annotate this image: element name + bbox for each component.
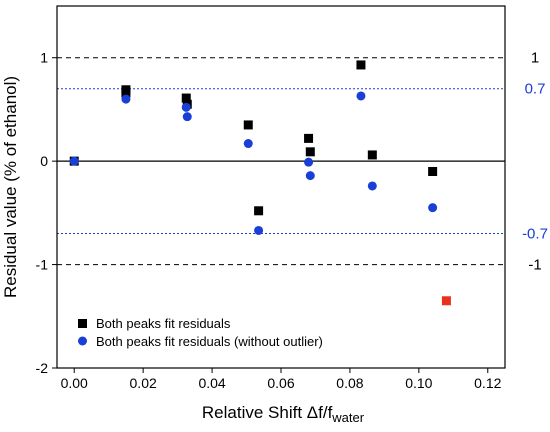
data-point-square — [441, 296, 451, 306]
reference-label-1: 1 — [531, 50, 539, 67]
data-point-square — [428, 166, 438, 176]
x-tick-label: 0.06 — [267, 375, 294, 391]
y-axis-title: Residual value (% of ethanol) — [1, 76, 20, 298]
y-axis-ticks: -2 -1 0 1 — [36, 50, 57, 376]
data-point-circle — [243, 139, 253, 149]
y-tick-label: 1 — [40, 50, 48, 66]
data-point-circle — [304, 157, 314, 167]
reference-label-2: -1 — [528, 257, 541, 274]
data-point-circle — [305, 171, 315, 181]
data-point-square — [243, 120, 253, 130]
x-axis-title-subscript: water — [331, 410, 364, 425]
x-axis-title-main: Relative Shift Δf/f — [202, 403, 333, 422]
data-point-square — [356, 60, 366, 70]
data-point-square — [305, 147, 315, 157]
legend-marker-square — [78, 319, 87, 328]
data-point-circle — [254, 225, 264, 235]
legend-label-without-outlier: Both peaks fit residuals (without outlie… — [96, 334, 323, 349]
reference-label-3: 0.7 — [525, 81, 546, 98]
data-point-circle — [182, 112, 192, 122]
x-tick-label: 0.10 — [405, 375, 432, 391]
data-point-circle — [428, 203, 438, 213]
data-point-circle — [69, 156, 79, 166]
reference-lines — [57, 57, 505, 266]
data-point-circle — [356, 91, 366, 101]
right-reference-labels: 1 -1 0.7 -0.7 — [522, 50, 548, 274]
x-tick-label: 0.08 — [336, 375, 363, 391]
y-tick-label: 0 — [40, 153, 48, 169]
legend-label-both-peaks: Both peaks fit residuals — [96, 316, 231, 331]
data-point-square — [121, 88, 131, 98]
x-tick-label: 0.12 — [474, 375, 501, 391]
data-point-circle — [121, 94, 131, 104]
x-axis-title: Relative Shift Δf/fwater — [202, 403, 365, 425]
data-point-circle — [367, 181, 377, 191]
data-point-circle — [181, 102, 191, 112]
legend: Both peaks fit residuals Both peaks fit … — [78, 316, 323, 349]
plot-frame — [56, 5, 506, 369]
x-tick-label: 0.00 — [61, 375, 88, 391]
data-point-square — [254, 206, 264, 216]
x-axis-ticks: 0.00 0.02 0.04 0.06 0.08 0.10 0.12 — [61, 368, 502, 391]
data-point-square — [304, 133, 314, 143]
data-point-square — [181, 93, 191, 103]
data-point-square — [367, 150, 377, 160]
y-tick-label: -2 — [36, 360, 49, 376]
legend-marker-circle — [78, 336, 87, 346]
y-tick-label: -1 — [36, 257, 49, 273]
x-tick-label: 0.04 — [198, 375, 225, 391]
reference-label-4: -0.7 — [522, 226, 548, 243]
data-points — [69, 60, 451, 306]
x-tick-label: 0.02 — [130, 375, 157, 391]
